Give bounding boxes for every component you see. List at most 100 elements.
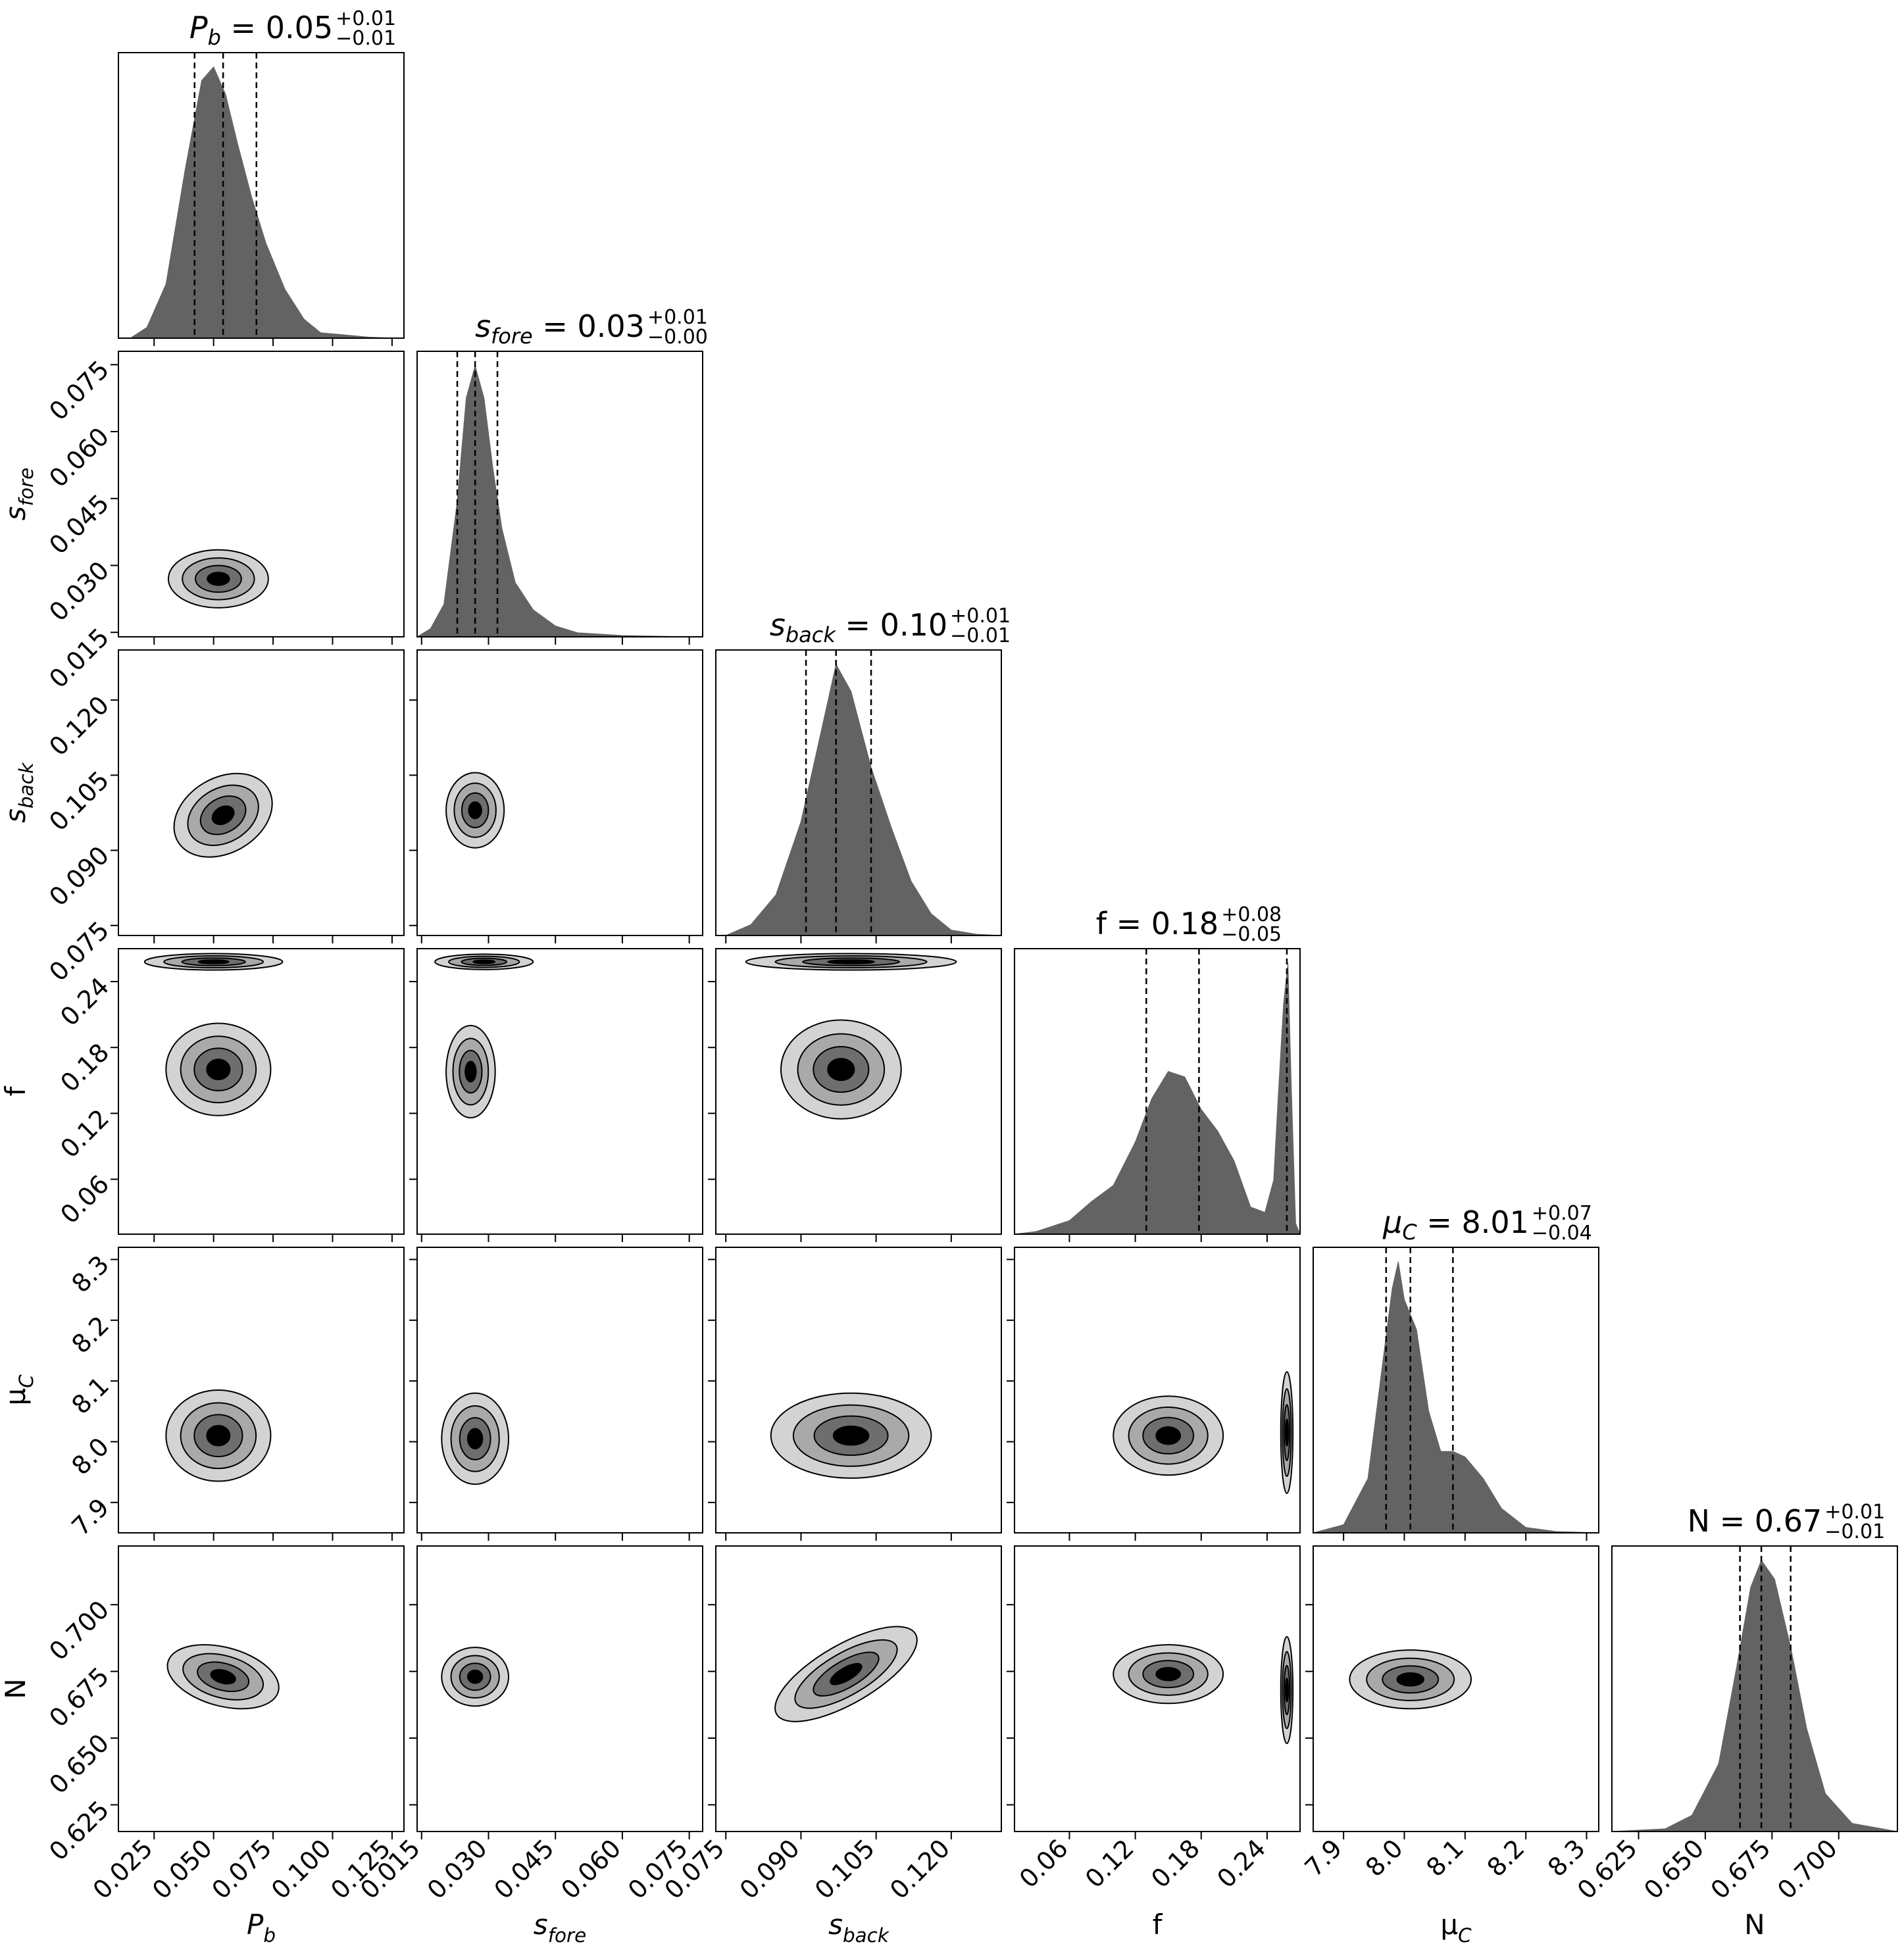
x-tick-label: 0.675 (1705, 1833, 1776, 1905)
panel-frame (416, 649, 703, 936)
panel-frame (416, 351, 703, 637)
x-tick-label: 0.060 (555, 1833, 626, 1905)
title-f: f = 0.18 (1096, 906, 1218, 941)
contour-level-4 (1155, 1666, 1182, 1682)
x-axis-label-Pb: Pb (247, 1908, 276, 1944)
title-lower-error: −0.04 (1532, 1222, 1592, 1245)
contour-level-4 (197, 959, 230, 964)
contour-level-4 (210, 1669, 236, 1685)
panel-frame (1014, 1545, 1301, 1832)
y-tick-label: 0.675 (43, 1662, 114, 1733)
contour-level-4 (464, 1060, 477, 1083)
x-tick-label: 0.625 (1572, 1833, 1643, 1905)
x-tick-label: 0.050 (147, 1833, 218, 1905)
contour-level-4 (466, 1669, 484, 1684)
y-tick-label: 0.12 (55, 1104, 114, 1164)
contour-level-4 (206, 1425, 231, 1447)
histogram-Pb (129, 66, 392, 339)
contour-level-4 (830, 1662, 863, 1685)
x-tick-label: 8.0 (1360, 1833, 1409, 1882)
title-muC: μC = 8.01 (1382, 1205, 1529, 1245)
x-tick-label: 8.1 (1420, 1833, 1469, 1882)
y-tick-label: 0.045 (43, 489, 114, 560)
contour-level-4 (827, 1058, 855, 1082)
contour-sfore-vs-Pb (167, 549, 269, 609)
panel-frame (118, 1545, 405, 1832)
panel-frame (715, 1545, 1002, 1832)
x-axis-label-sfore: sfore (534, 1908, 586, 1944)
y-tick-label: 0.120 (43, 690, 114, 761)
panel-frame (1014, 1247, 1301, 1533)
title-Pb: Pb = 0.05 (189, 10, 333, 50)
x-tick-label: 0.090 (734, 1833, 805, 1905)
contour-level-4 (832, 1426, 870, 1446)
x-axis-label-sback: sback (828, 1908, 889, 1944)
x-tick-label: 0.700 (1772, 1833, 1843, 1905)
contour-level-4 (827, 959, 875, 964)
contour-f-vs-Pb (143, 953, 284, 1116)
panel-frame (118, 948, 405, 1235)
contour-muC-vs-sfore (441, 1392, 510, 1485)
title-upper-error: +0.01 (950, 605, 1011, 628)
contour-N-vs-Pb (166, 1644, 280, 1710)
histogram-muC (1313, 1261, 1599, 1533)
x-tick-label: 0.18 (1145, 1833, 1205, 1893)
x-tick-label: 0.025 (88, 1833, 159, 1905)
title-upper-error: +0.01 (647, 306, 708, 329)
y-tick-label: 8.3 (66, 1250, 114, 1299)
title-lower-error: −0.05 (1221, 923, 1282, 946)
title-lower-error: −0.01 (336, 27, 396, 50)
marginal-muC: μC = 8.01 +0.07−0.04 (1313, 1202, 1599, 1533)
marginal-sfore: sfore = 0.03 +0.01−0.00 (416, 306, 708, 637)
y-tick-label: 0.030 (43, 556, 114, 627)
x-axis-label-muC: μC (1440, 1908, 1472, 1944)
y-tick-label: 8.1 (66, 1371, 114, 1420)
panel-frame (715, 948, 1002, 1235)
contour-level-4 (466, 1428, 484, 1450)
contour-level-4 (206, 1059, 231, 1081)
x-tick-label: 0.12 (1080, 1833, 1140, 1893)
panel-frame (715, 1247, 1002, 1533)
y-tick-label: 0.06 (55, 1170, 114, 1230)
x-tick-label: 0.105 (809, 1833, 880, 1905)
y-tick-label: 8.0 (66, 1432, 114, 1481)
title-sfore: sfore = 0.03 (475, 309, 645, 349)
title-sback: sback = 0.10 (770, 607, 947, 647)
contour-level-4 (1284, 1678, 1289, 1703)
panel-frame (118, 351, 405, 637)
y-axis-label-sback: sback (0, 762, 38, 823)
y-axis-label-muC: μC (0, 1374, 38, 1406)
histogram-sback (726, 663, 1002, 936)
title-upper-error: +0.08 (1221, 903, 1282, 926)
histogram-N (1611, 1559, 1898, 1832)
y-tick-label: 0.075 (43, 355, 114, 426)
contour-level-4 (207, 572, 230, 586)
x-tick-label: 0.075 (206, 1833, 277, 1905)
contour-N-vs-f (1113, 1635, 1294, 1745)
contour-level-4 (1284, 1418, 1289, 1447)
x-tick-label: 0.045 (489, 1833, 560, 1905)
y-tick-label: 7.9 (66, 1493, 114, 1541)
y-axis-label-N: N (0, 1678, 32, 1699)
x-axis-label-f: f (1153, 1908, 1163, 1941)
y-tick-label: 0.700 (43, 1595, 114, 1666)
panel-frame (118, 1247, 405, 1533)
contour-muC-vs-sback (770, 1392, 932, 1479)
y-tick-label: 0.090 (43, 841, 114, 912)
y-axis-label-sfore: sfore (0, 468, 38, 520)
contour-muC-vs-Pb (165, 1389, 272, 1482)
y-axis-label-f: f (0, 1085, 32, 1096)
title-N: N = 0.67 (1688, 1503, 1822, 1539)
x-tick-label: 0.120 (884, 1833, 955, 1905)
contour-N-vs-sfore (441, 1647, 510, 1707)
x-axis-label-N: N (1744, 1908, 1765, 1941)
marginal-N: N = 0.67 +0.01−0.01 (1611, 1501, 1898, 1832)
x-tick-label: 7.9 (1299, 1833, 1348, 1882)
y-tick-label: 0.075 (43, 916, 114, 987)
contour-level-4 (472, 959, 496, 964)
panel-frame (1313, 1247, 1599, 1533)
contour-f-vs-sfore (434, 953, 534, 1119)
x-tick-label: 0.100 (266, 1833, 337, 1905)
title-lower-error: −0.01 (1824, 1520, 1885, 1543)
contour-level-4 (1396, 1672, 1425, 1687)
